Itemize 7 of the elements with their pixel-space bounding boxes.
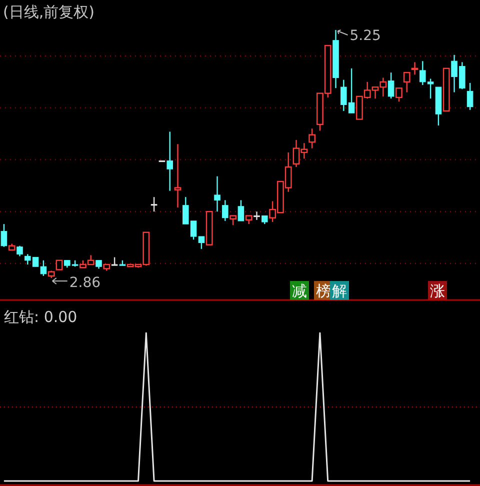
annotation: 2.86 — [69, 275, 101, 291]
annotation: 5.25 — [350, 28, 381, 44]
badge: 解 — [330, 281, 349, 300]
chart-title: 红钻: 0.00 — [4, 308, 78, 326]
badge: 减 — [290, 281, 309, 300]
badge: 涨 — [428, 281, 447, 300]
chart-title: (日线,前复权) — [3, 3, 94, 21]
